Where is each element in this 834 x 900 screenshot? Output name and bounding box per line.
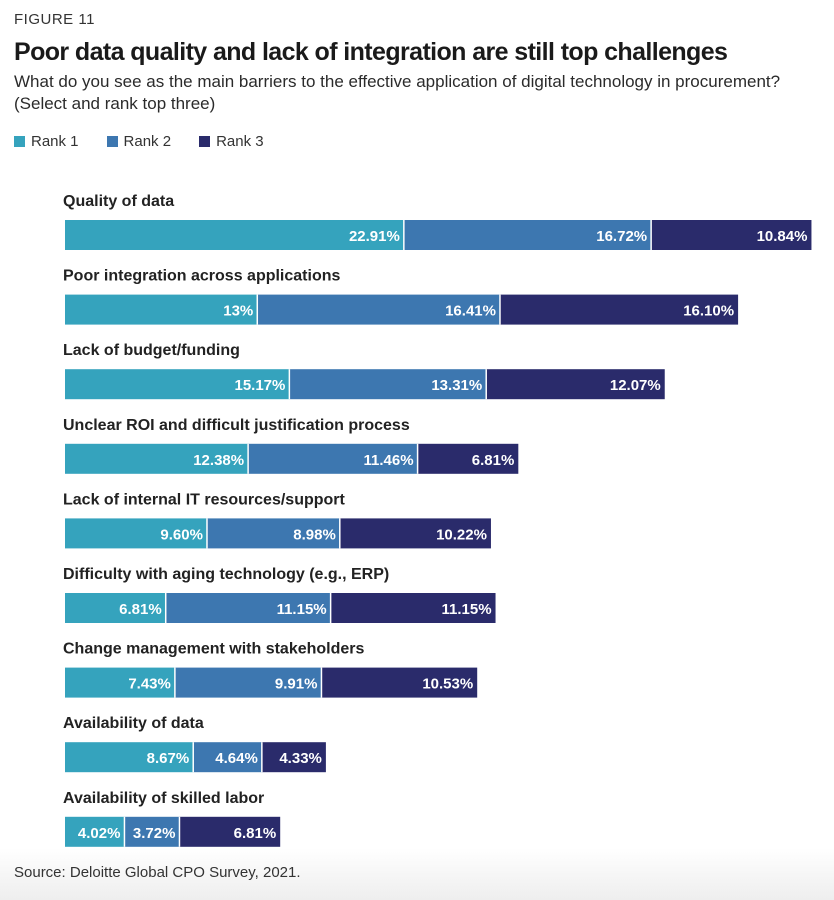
bar-value-label: 22.91% — [349, 228, 400, 245]
bar-segment-rank-3 — [486, 369, 665, 400]
bar-segment-rank-3 — [499, 294, 739, 325]
bar-segment-rank-3 — [321, 667, 478, 698]
bar-value-label: 11.15% — [277, 601, 327, 618]
bar-segment-rank-3 — [261, 742, 326, 773]
bar-value-label: 16.72% — [596, 228, 647, 245]
category-label: Poor integration across applications — [63, 268, 340, 285]
bar-segment-rank-1 — [65, 443, 249, 474]
bar-value-label: 12.07% — [610, 377, 661, 394]
bar-segment-rank-2 — [289, 369, 487, 400]
category-label: Change management with stakeholders — [63, 641, 365, 658]
bar-segment-rank-3 — [339, 518, 491, 549]
bar-value-label: 8.98% — [293, 526, 336, 543]
legend-swatch-rank-2 — [106, 136, 118, 147]
bar-segment-rank-1 — [65, 593, 166, 623]
bar-value-label: 6.81% — [119, 601, 162, 618]
source-note: Source: Deloitte Global CPO Survey, 2021… — [14, 864, 301, 881]
bar-segment-rank-1 — [65, 667, 175, 698]
bar-segment-rank-1 — [65, 220, 404, 250]
bar-value-label: 16.10% — [683, 303, 734, 320]
legend-item-rank-1: Rank 1 — [14, 133, 79, 150]
bar-segment-rank-3 — [417, 443, 519, 474]
bar-segment-rank-2 — [124, 816, 180, 847]
legend-swatch-rank-3 — [199, 136, 211, 147]
bar-segment-rank-1 — [65, 518, 207, 549]
bar-value-label: 11.46% — [364, 452, 414, 469]
bar-value-label: 15.17% — [234, 377, 285, 394]
bar-value-label: 6.81% — [234, 825, 277, 842]
bar-value-label: 12.38% — [193, 452, 244, 469]
bar-value-label: 4.64% — [215, 750, 258, 767]
bar-value-label: 4.02% — [78, 825, 121, 842]
chart-title: Poor data quality and lack of integratio… — [14, 38, 728, 66]
bar-segment-rank-1 — [65, 816, 125, 847]
chart-subtitle: What do you see as the main barriers to … — [14, 72, 781, 113]
bar-value-label: 13.31% — [431, 377, 482, 394]
bar-segment-rank-2 — [248, 443, 418, 474]
bar-value-label: 9.91% — [275, 676, 318, 693]
category-label: Quality of data — [63, 193, 174, 210]
legend-item-rank-3: Rank 3 — [199, 133, 264, 150]
bar-segment-rank-1 — [65, 369, 290, 400]
bar-value-label: 10.22% — [436, 526, 487, 543]
bar-value-label: 9.60% — [160, 526, 203, 543]
bar-value-label: 10.53% — [422, 676, 473, 693]
legend-label-rank-3: Rank 3 — [216, 133, 264, 150]
bar-segment-rank-2 — [165, 593, 331, 623]
category-label: Difficulty with aging technology (e.g., … — [63, 566, 389, 583]
category-label: Availability of skilled labor — [63, 790, 264, 807]
legend-label-rank-1: Rank 1 — [31, 133, 79, 150]
bar-segment-rank-2 — [403, 220, 652, 250]
bar-value-label: 10.84% — [757, 228, 808, 245]
bar-value-label: 6.81% — [472, 452, 515, 469]
bar-segment-rank-3 — [179, 816, 281, 847]
category-label: Availability of data — [63, 715, 204, 732]
category-label: Lack of internal IT resources/support — [63, 491, 346, 508]
bar-value-label: 7.43% — [128, 676, 171, 693]
bar-value-label: 16.41% — [445, 303, 496, 320]
bar-value-label: 8.67% — [147, 750, 190, 767]
legend-label-rank-2: Rank 2 — [123, 133, 172, 150]
bar-segment-rank-1 — [65, 742, 194, 773]
bar-segment-rank-2 — [206, 518, 340, 549]
bar-value-label: 4.33% — [279, 750, 322, 767]
bar-segment-rank-3 — [330, 593, 496, 623]
bar-segment-rank-2 — [193, 742, 262, 773]
bar-segment-rank-2 — [174, 667, 322, 698]
category-label: Lack of budget/funding — [63, 342, 240, 359]
bar-segment-rank-3 — [651, 220, 812, 250]
legend-item-rank-2: Rank 2 — [106, 133, 172, 150]
bar-value-label: 11.15% — [441, 601, 491, 618]
stacked-bar-chart: Quality of data 22.91% 16.72% 10.84% Poor in… — [63, 193, 812, 847]
legend: Rank 1 Rank 2 Rank 3 — [14, 133, 264, 150]
bar-segment-rank-2 — [257, 294, 500, 325]
legend-swatch-rank-1 — [14, 136, 25, 147]
bar-value-label: 13% — [223, 303, 253, 320]
bar-value-label: 3.72% — [133, 825, 176, 842]
category-label: Unclear ROI and difficult justification … — [63, 417, 410, 434]
figure-label: FIGURE 11 — [14, 11, 95, 28]
bar-segment-rank-1 — [65, 294, 258, 325]
